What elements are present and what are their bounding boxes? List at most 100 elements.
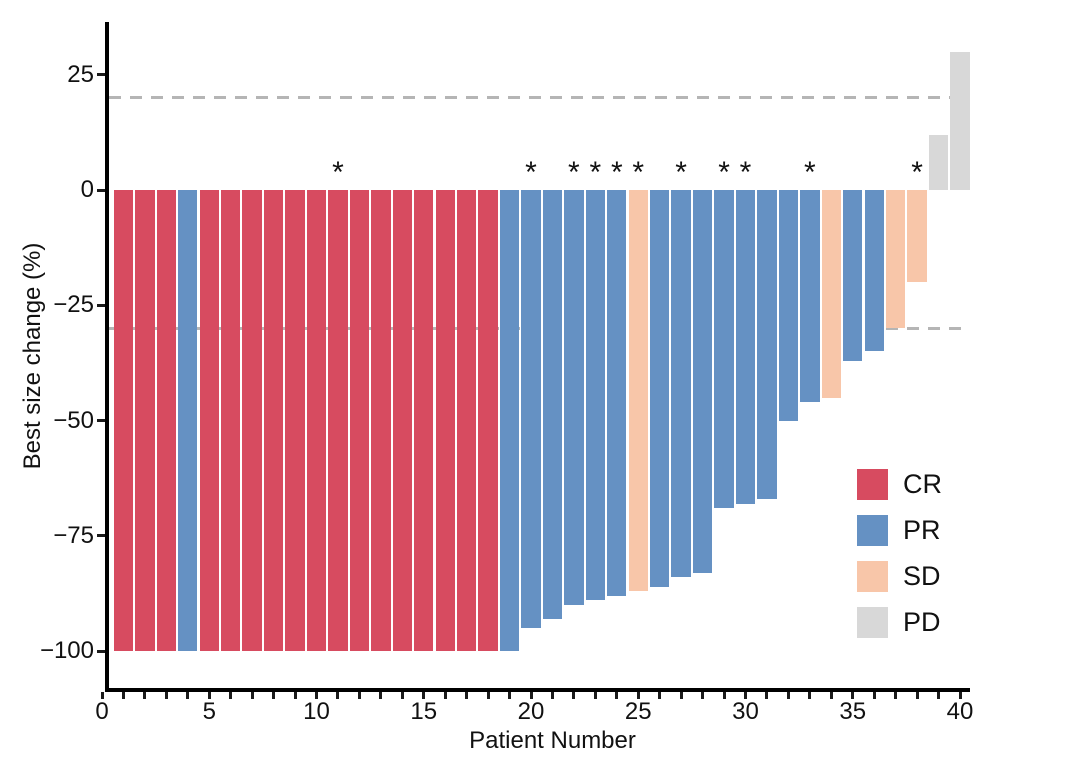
- legend-label-pr: PR: [903, 515, 941, 545]
- x-tick-label-40: 40: [946, 698, 974, 725]
- y-tick-label--75: −75: [53, 521, 94, 549]
- x-tick-13: [379, 691, 383, 699]
- x-tick-11: [336, 691, 340, 699]
- bar-patient-3: [156, 190, 177, 652]
- x-tick-24: [615, 691, 619, 699]
- bar-patient-12: [349, 190, 370, 652]
- x-tick-3: [164, 691, 168, 699]
- bar-patient-9: [285, 190, 305, 652]
- x-tick-12: [357, 691, 361, 699]
- x-tick-14: [400, 691, 404, 699]
- x-tick-16: [443, 691, 447, 699]
- bar-patient-21: [542, 190, 563, 619]
- x-tick-28: [701, 691, 705, 699]
- bar-patient-22: [564, 190, 584, 606]
- x-tick-1: [121, 691, 125, 699]
- asterisk-patient-25: *: [632, 156, 645, 189]
- x-tick-36: [872, 691, 876, 699]
- asterisk-patient-20: *: [525, 156, 537, 189]
- asterisk-patient-23: *: [589, 156, 602, 189]
- x-tick-label-35: 35: [839, 698, 867, 725]
- legend-label-pd: PD: [903, 607, 941, 637]
- asterisk-patient-29: *: [718, 156, 730, 189]
- x-tick-32: [786, 691, 790, 699]
- x-tick-label-10: 10: [303, 698, 330, 725]
- asterisk-patient-30: *: [739, 156, 752, 189]
- bar-patient-7: [242, 190, 262, 652]
- bar-patient-20: [521, 190, 541, 629]
- bar-patient-39: [928, 134, 949, 190]
- x-tick-5: [207, 691, 211, 699]
- bar-patient-30: [735, 190, 756, 504]
- bar-patient-40: [950, 51, 970, 190]
- bar-patient-4: [178, 190, 198, 652]
- legend-swatch-pd: [857, 607, 888, 638]
- x-tick-26: [658, 691, 662, 699]
- x-tick-30: [744, 691, 747, 699]
- bar-patient-6: [221, 190, 241, 652]
- y-axis-title: Best size change (%): [19, 242, 46, 470]
- asterisk-patient-24: *: [610, 156, 623, 189]
- bar-patient-28: [692, 190, 713, 573]
- bar-patient-18: [478, 190, 498, 652]
- y-tick-label--25: −25: [53, 291, 94, 319]
- x-tick-39: [937, 691, 941, 699]
- x-tick-label-20: 20: [517, 698, 545, 725]
- bar-patient-14: [392, 190, 412, 652]
- x-tick-label-15: 15: [410, 698, 438, 725]
- x-tick-8: [272, 691, 276, 699]
- asterisk-patient-33: *: [804, 156, 816, 189]
- bar-patient-19: [499, 190, 520, 652]
- bar-patient-24: [607, 190, 627, 596]
- x-tick-37: [894, 691, 898, 699]
- bar-patient-34: [821, 190, 841, 398]
- bar-patient-16: [435, 190, 455, 652]
- x-tick-10: [315, 691, 318, 699]
- x-tick-18: [486, 691, 490, 699]
- bar-patient-27: [671, 190, 691, 578]
- y-tick--25: [97, 303, 105, 307]
- x-tick-31: [765, 691, 769, 699]
- x-tick-label-25: 25: [624, 698, 652, 725]
- asterisk-patient-22: *: [568, 156, 580, 189]
- y-tick-label--100: −100: [39, 637, 94, 665]
- bar-patient-1: [113, 190, 134, 652]
- bar-patient-23: [585, 190, 606, 601]
- bar-patient-37: [885, 190, 906, 329]
- bar-patient-26: [650, 190, 670, 587]
- bar-patient-33: [800, 190, 820, 403]
- legend-label-sd: SD: [903, 561, 941, 591]
- bar-patient-32: [778, 190, 799, 421]
- x-tick-17: [465, 691, 469, 699]
- x-tick-19: [508, 691, 512, 699]
- x-tick-7: [250, 691, 254, 699]
- bar-patient-31: [757, 190, 777, 499]
- x-tick-40: [958, 691, 962, 699]
- y-tick-label-25: 25: [67, 60, 94, 88]
- y-tick-0: [97, 188, 105, 192]
- y-tick--100: [97, 649, 105, 653]
- bar-patient-13: [371, 190, 391, 652]
- x-tick-21: [550, 691, 554, 699]
- x-tick-9: [293, 691, 297, 699]
- x-tick-20: [529, 691, 533, 699]
- asterisk-patient-11: *: [332, 156, 344, 189]
- x-tick-2: [143, 691, 147, 699]
- bar-patient-5: [199, 190, 219, 652]
- bar-patient-10: [306, 190, 327, 652]
- legend-swatch-cr: [857, 469, 888, 500]
- x-tick-27: [679, 691, 683, 699]
- x-tick-29: [722, 691, 726, 699]
- x-tick-25: [636, 691, 640, 699]
- x-axis-title: Patient Number: [469, 727, 636, 754]
- bar-patient-36: [864, 190, 884, 352]
- x-tick-22: [572, 691, 576, 699]
- x-tick-6: [229, 691, 233, 699]
- y-tick-label--50: −50: [53, 406, 94, 434]
- bar-patient-2: [135, 190, 155, 652]
- bar-patient-15: [414, 190, 434, 652]
- bar-patient-29: [714, 190, 734, 509]
- y-tick--50: [97, 419, 105, 423]
- bar-patient-17: [456, 190, 477, 652]
